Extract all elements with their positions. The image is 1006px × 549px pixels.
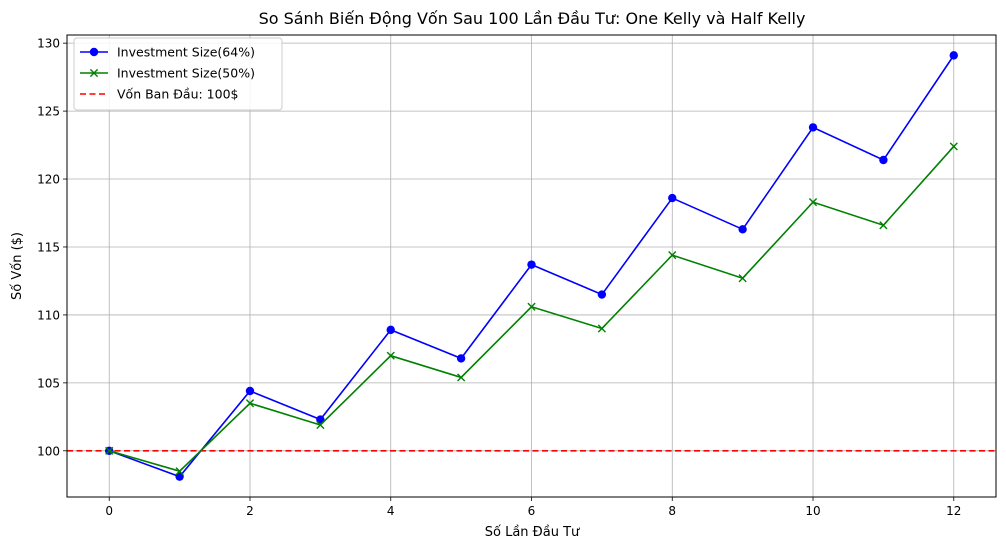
series-1-point	[175, 472, 184, 481]
x-marker-stroke	[597, 324, 606, 333]
x-marker-stroke	[105, 446, 114, 455]
legend-entry: Vốn Ban Đầu: 100$	[80, 87, 239, 102]
y-tick-label: 115	[37, 240, 60, 254]
legend-items: Investment Size(64%) Investment Size(50%)…	[80, 45, 255, 102]
series-2-point	[316, 420, 325, 430]
x-marker-stroke	[457, 373, 466, 382]
series-1-point	[245, 386, 255, 396]
series-2-point	[597, 324, 606, 333]
x-tick-label: 4	[387, 504, 395, 518]
series-2-point	[808, 198, 818, 207]
legend-label: Investment Size(50%)	[117, 66, 255, 81]
x-marker-stroke	[527, 302, 536, 311]
legend-entry: Investment Size(64%)	[80, 45, 255, 60]
series-2-point	[668, 251, 677, 260]
y-tick-label: 105	[37, 376, 60, 390]
x-tick-label: 10	[805, 504, 820, 518]
chart-title: So Sánh Biến Động Vốn Sau 100 Lần Đầu Tư…	[259, 9, 806, 28]
series-2-point	[949, 142, 958, 151]
x-marker-stroke	[386, 351, 395, 360]
x-marker-stroke	[668, 251, 677, 260]
y-axis-label: Số Vốn ($)	[10, 232, 25, 300]
legend-entry: Investment Size(50%)	[80, 66, 255, 81]
series-1-point	[316, 415, 325, 424]
y-tick-label: 100	[37, 444, 60, 458]
y-tick-label: 130	[37, 37, 60, 51]
legend-swatch-marker	[89, 47, 99, 57]
x-tick-label: 2	[246, 504, 254, 518]
legend-label: Vốn Ban Đầu: 100$	[117, 87, 239, 102]
series-1-point	[668, 193, 677, 203]
x-tick-label: 0	[105, 504, 113, 518]
series-1-point	[386, 325, 395, 335]
series-2-point	[105, 446, 114, 455]
series-2-point	[386, 351, 395, 360]
y-tick-label: 120	[37, 173, 60, 187]
series-2-point	[879, 221, 888, 230]
series-1-point	[527, 260, 536, 269]
legend-label: Investment Size(64%)	[117, 45, 255, 60]
y-axis-ticks: 100 105 110 115 120 125 130	[37, 37, 67, 458]
x-tick-label: 8	[668, 504, 676, 518]
legend-swatch-marker	[89, 68, 99, 78]
series-2-point	[245, 399, 255, 408]
x-marker-stroke	[738, 274, 747, 283]
series-1-point	[949, 51, 958, 60]
y-tick-label: 125	[37, 105, 60, 119]
x-marker-stroke	[175, 467, 184, 476]
series-2-point	[738, 274, 747, 283]
x-marker-stroke	[879, 221, 888, 230]
series-2-point	[527, 302, 536, 311]
series-layer	[105, 51, 958, 481]
x-marker-stroke	[808, 198, 818, 207]
series-1-point	[738, 225, 747, 234]
legend: Investment Size(64%) Investment Size(50%)…	[73, 37, 283, 111]
x-tick-label: 12	[946, 504, 961, 518]
x-axis-label: Số Lần Đầu Tư	[485, 525, 580, 540]
series-2-point	[175, 467, 184, 476]
x-tick-label: 6	[528, 504, 536, 518]
series-1-point	[597, 290, 607, 299]
grid	[67, 35, 996, 497]
x-marker-stroke	[949, 142, 958, 151]
y-tick-label: 110	[37, 308, 60, 322]
series-2-point	[457, 373, 466, 382]
x-axis-ticks: 0 2 4 6 8 10 12	[105, 497, 961, 518]
series-1-point	[879, 155, 888, 165]
legend-frame	[73, 37, 283, 111]
series-1-point	[808, 123, 818, 132]
x-marker-stroke	[245, 399, 255, 408]
x-marker-stroke	[316, 420, 325, 430]
series-1-point	[456, 354, 466, 363]
